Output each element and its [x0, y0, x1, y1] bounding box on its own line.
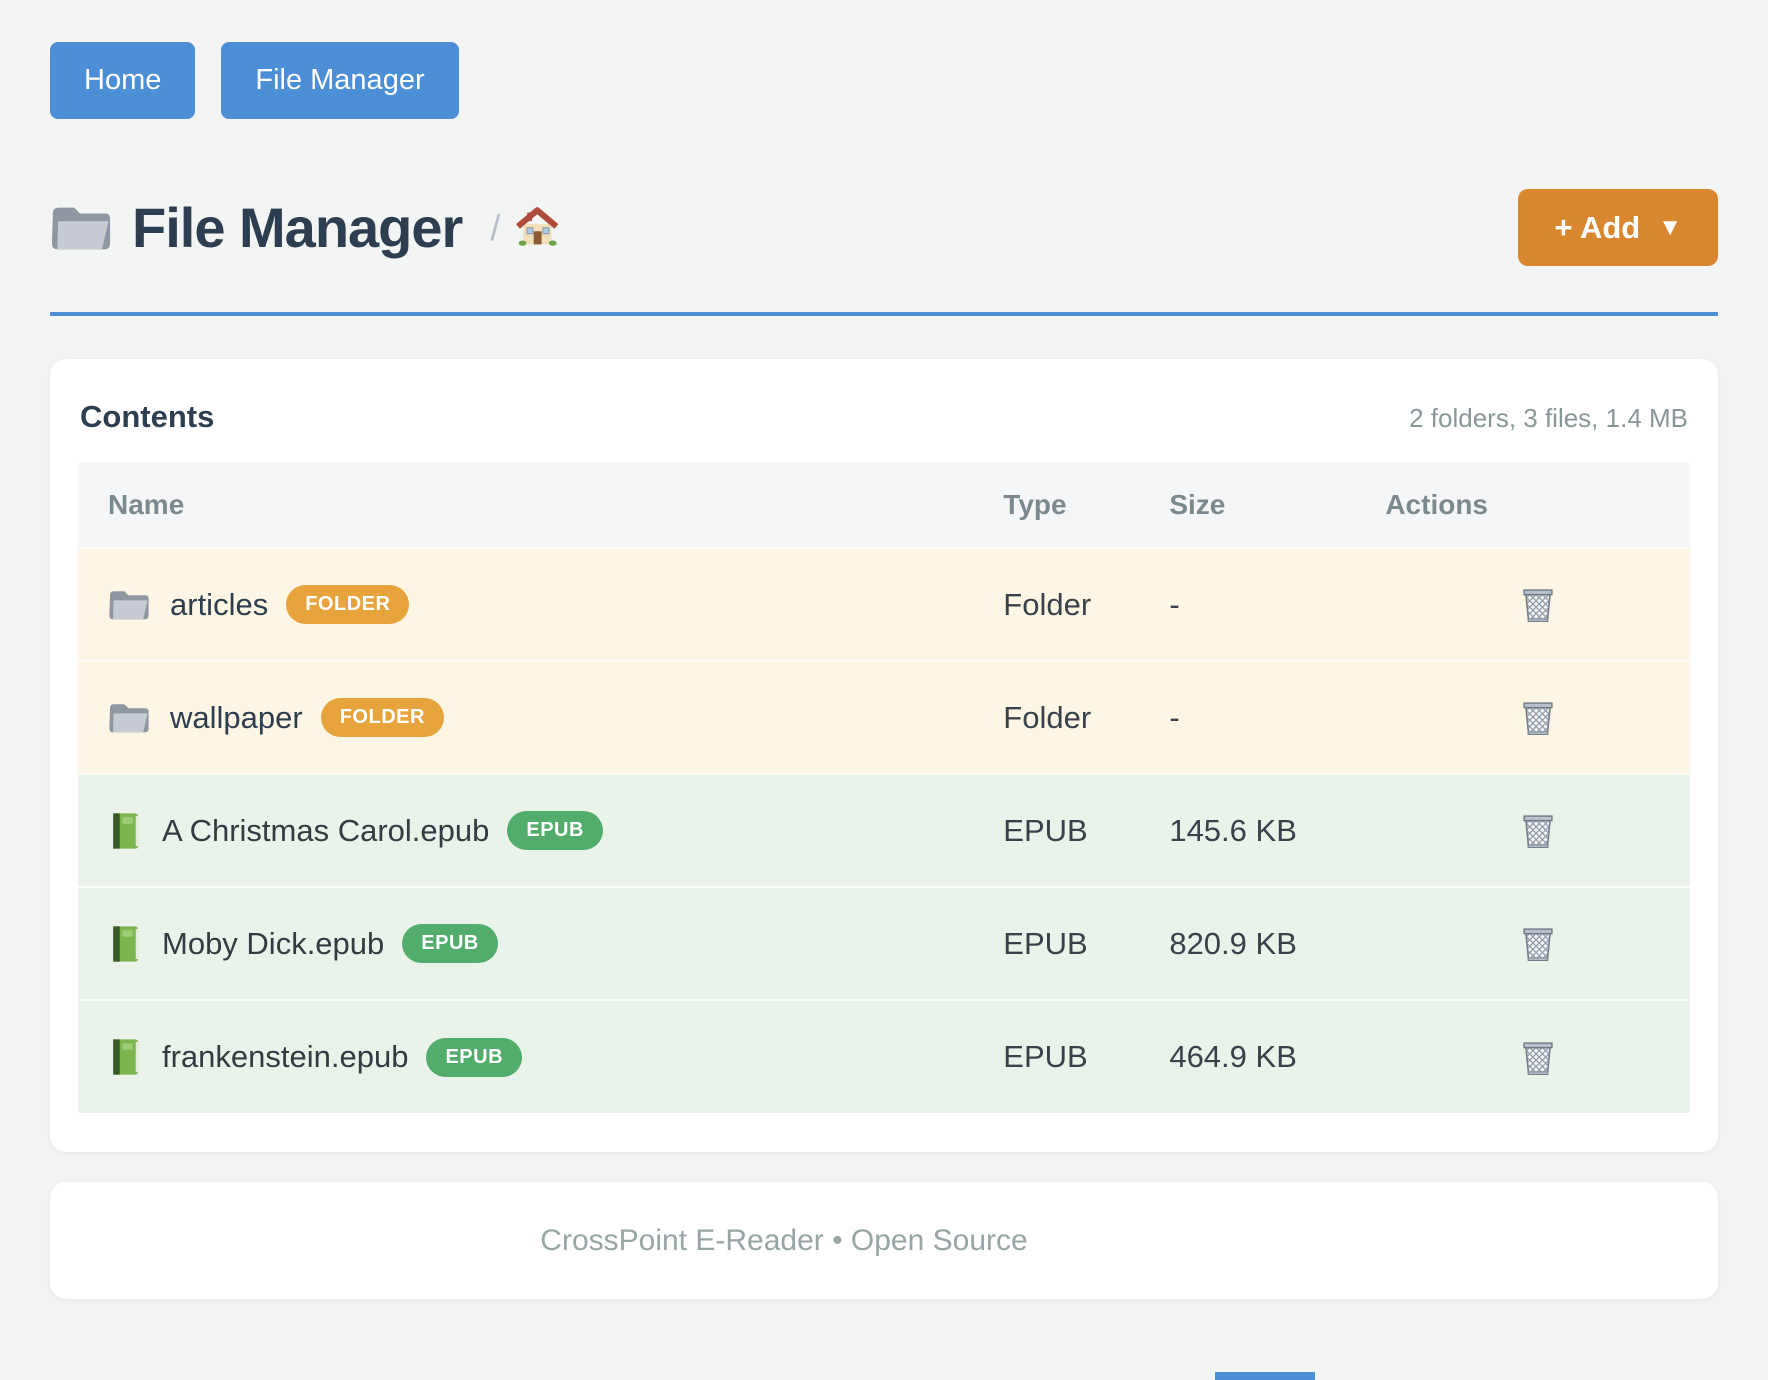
add-button[interactable]: + Add ▼	[1518, 189, 1718, 266]
column-header-size: Size	[1169, 488, 1226, 520]
delete-button[interactable]	[1516, 920, 1560, 966]
epub-badge: EPUB	[402, 924, 498, 963]
top-navigation: Home File Manager	[0, 0, 1768, 119]
book-icon	[108, 924, 142, 964]
entry-type: EPUB	[1003, 812, 1088, 848]
file-table: Name Type Size Actions articles FOLDER F…	[78, 462, 1690, 1113]
entry-name[interactable]: A Christmas Carol.epub	[162, 812, 490, 848]
trash-icon	[1520, 585, 1556, 623]
trash-icon	[1520, 698, 1556, 736]
folder-badge: FOLDER	[286, 585, 410, 624]
clipped-bottom-element	[1215, 1372, 1315, 1380]
entry-size: 145.6 KB	[1169, 812, 1297, 848]
entry-size: 464.9 KB	[1169, 1039, 1297, 1074]
delete-button[interactable]	[1516, 581, 1560, 627]
page-header: File Manager / + Add ▼	[50, 189, 1718, 266]
epub-badge: EPUB	[507, 811, 603, 850]
accent-divider	[50, 312, 1718, 316]
entry-size: 820.9 KB	[1169, 925, 1297, 961]
entry-size: -	[1169, 586, 1180, 622]
table-row[interactable]: articles FOLDER Folder -	[78, 548, 1690, 661]
contents-card: Contents 2 folders, 3 files, 1.4 MB Name…	[50, 359, 1718, 1152]
entry-type: Folder	[1003, 586, 1092, 622]
entry-name[interactable]: Moby Dick.epub	[162, 925, 385, 961]
column-header-type: Type	[1003, 488, 1067, 520]
table-row[interactable]: Moby Dick.epub EPUB EPUB 820.9 KB	[78, 887, 1690, 1000]
book-icon	[108, 811, 142, 851]
add-button-label: + Add	[1554, 209, 1641, 245]
folder-icon	[108, 588, 150, 622]
folder-badge: FOLDER	[320, 698, 444, 737]
footer: CrossPoint E-Reader • Open Source	[50, 1182, 1718, 1299]
column-header-actions: Actions	[1385, 488, 1489, 520]
contents-heading: Contents	[80, 399, 215, 434]
delete-button[interactable]	[1516, 694, 1560, 740]
footer-text: CrossPoint E-Reader • Open Source	[540, 1223, 1028, 1257]
epub-badge: EPUB	[426, 1037, 523, 1077]
file-manager-button[interactable]: File Manager	[221, 42, 459, 119]
house-icon[interactable]	[514, 207, 560, 249]
entry-type: EPUB	[1003, 925, 1088, 961]
entry-name[interactable]: wallpaper	[170, 699, 303, 735]
trash-icon	[1520, 1038, 1556, 1076]
trash-icon	[1520, 924, 1556, 962]
contents-summary: 2 folders, 3 files, 1.4 MB	[1409, 403, 1688, 433]
trash-icon	[1520, 811, 1556, 849]
table-header-row: Name Type Size Actions	[78, 462, 1690, 548]
table-row[interactable]: A Christmas Carol.epub EPUB EPUB 145.6 K…	[78, 774, 1690, 887]
chevron-down-icon: ▼	[1658, 213, 1682, 241]
folder-icon	[50, 202, 112, 254]
table-row[interactable]: wallpaper FOLDER Folder -	[78, 661, 1690, 774]
entry-type: Folder	[1003, 699, 1092, 735]
entry-name[interactable]: frankenstein.epub	[162, 1039, 409, 1074]
folder-icon	[108, 701, 150, 735]
entry-name[interactable]: articles	[170, 586, 269, 622]
delete-button[interactable]	[1516, 1034, 1560, 1080]
entry-size: -	[1169, 699, 1180, 735]
column-header-name: Name	[108, 488, 185, 520]
delete-button[interactable]	[1516, 807, 1560, 853]
entry-type: EPUB	[1003, 1039, 1088, 1074]
home-button[interactable]: Home	[50, 42, 196, 119]
table-row[interactable]: frankenstein.epub EPUB EPUB 464.9 KB	[78, 1000, 1690, 1113]
book-icon	[108, 1037, 142, 1077]
breadcrumb-separator: /	[490, 206, 501, 248]
page-title: File Manager	[132, 196, 463, 259]
